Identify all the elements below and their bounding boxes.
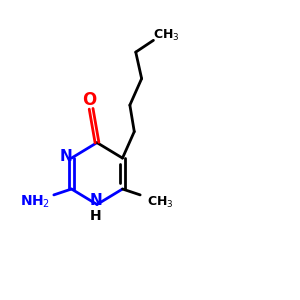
Text: NH$_2$: NH$_2$ xyxy=(20,194,50,211)
Text: CH$_3$: CH$_3$ xyxy=(148,195,174,210)
Text: N: N xyxy=(60,149,73,164)
Text: N: N xyxy=(89,194,102,208)
Text: O: O xyxy=(82,91,97,109)
Text: H: H xyxy=(90,209,101,223)
Text: CH$_3$: CH$_3$ xyxy=(153,28,180,44)
